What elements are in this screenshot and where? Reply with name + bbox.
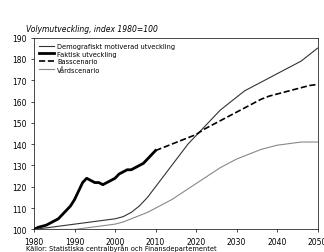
Legend: Demografiskt motiverad utveckling, Faktisk utveckling, Basscenario, Vårdscenario: Demografiskt motiverad utveckling, Fakti… bbox=[37, 41, 178, 76]
Text: Volymutveckling, index 1980=100: Volymutveckling, index 1980=100 bbox=[26, 24, 158, 34]
Text: Diagram 8.15 Offentlig konsumtion 1980-2050: Diagram 8.15 Offentlig konsumtion 1980-2… bbox=[6, 7, 233, 15]
Text: Källor: Statistiska centralbyrån och Finansdepartementet: Källor: Statistiska centralbyrån och Fin… bbox=[26, 243, 216, 251]
